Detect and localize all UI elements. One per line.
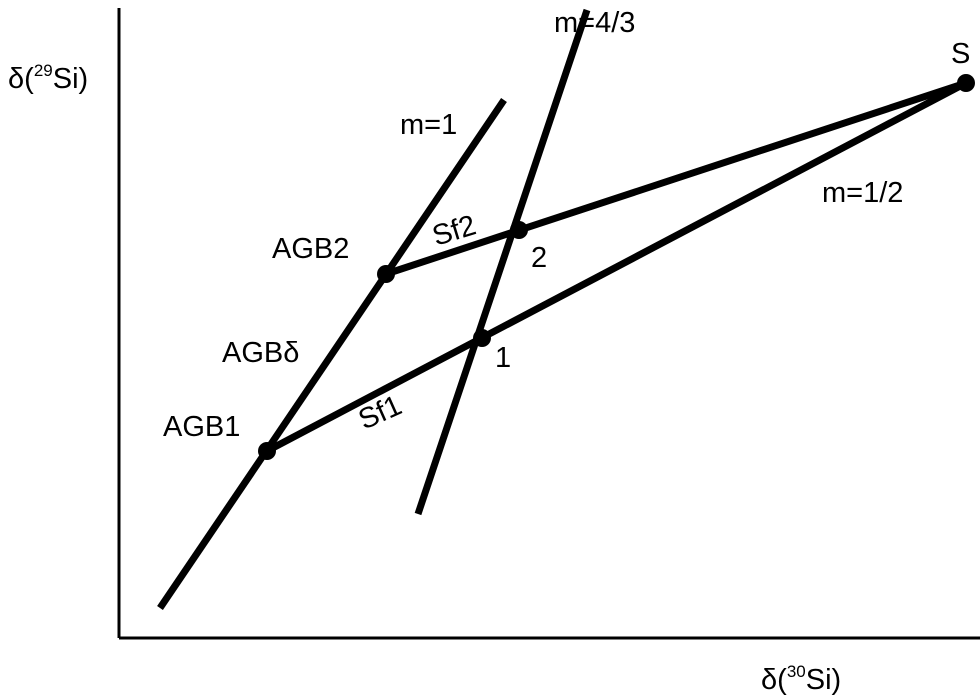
point-agb1 <box>258 442 276 460</box>
label-agb2: AGB2 <box>272 233 349 265</box>
point-2 <box>510 221 528 239</box>
y-axis-label-suffix: Si) <box>53 63 88 95</box>
line-m43 <box>414 8 591 516</box>
label-m12: m=1/2 <box>822 177 903 209</box>
point-agb2 <box>377 265 395 283</box>
label-point-s: S <box>951 38 970 70</box>
label-sf1: Sf1 <box>354 389 407 436</box>
label-point-1: 1 <box>495 342 511 374</box>
x-axis-label-prefix: δ( <box>761 664 787 696</box>
line-sf2 <box>384 79 968 278</box>
label-m43: m=4/3 <box>554 7 635 39</box>
y-axis-label-prefix: δ( <box>8 63 34 95</box>
line-m1 <box>157 98 507 610</box>
y-axis-label-sup: 29 <box>34 61 53 80</box>
label-m1: m=1 <box>400 109 457 141</box>
label-agb-delta: AGBδ <box>222 337 299 369</box>
x-axis-label-sup: 30 <box>787 662 806 681</box>
x-axis-label: δ(30Si) <box>761 662 841 696</box>
y-axis-label: δ(29Si) <box>8 61 88 95</box>
x-axis-label-suffix: Si) <box>806 664 841 696</box>
label-agb1: AGB1 <box>163 411 240 443</box>
line-m12 <box>265 79 968 455</box>
point-1 <box>473 329 491 347</box>
point-s <box>957 74 975 92</box>
label-point-2: 2 <box>531 242 547 274</box>
